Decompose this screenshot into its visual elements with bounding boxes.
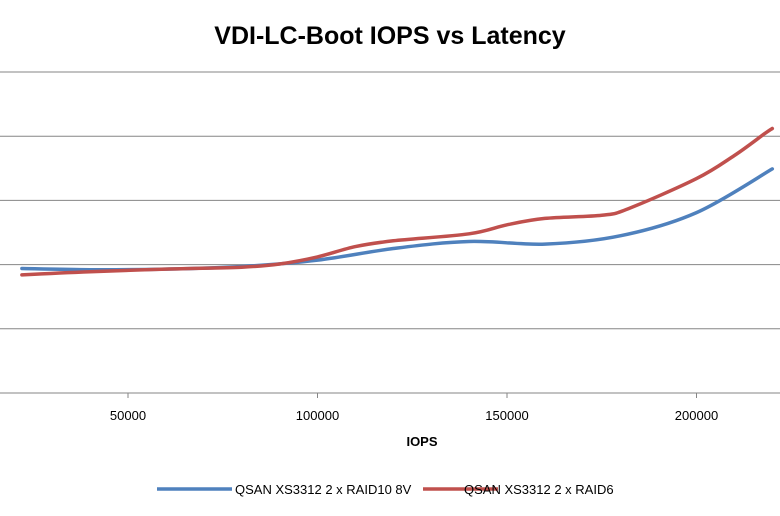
x-axis-ticks: 50000 100000 150000 200000	[110, 393, 718, 423]
legend: QSAN XS3312 2 x RAID10 8V QSAN XS3312 2 x…	[157, 482, 614, 497]
chart-title: VDI-LC-Boot IOPS vs Latency	[214, 22, 566, 50]
x-axis-label: IOPS	[406, 434, 437, 449]
legend-label-1: QSAN XS3312 2 x RAID10 8V	[235, 482, 412, 497]
series-line-1	[20, 167, 775, 272]
legend-label-2: QSAN XS3312 2 x RAID6	[464, 482, 614, 497]
series-lines	[20, 126, 775, 277]
x-tick-label-100000: 100000	[296, 408, 339, 423]
x-tick-label-150000: 150000	[485, 408, 528, 423]
x-tick-label-200000: 200000	[675, 408, 718, 423]
gridlines	[0, 71, 780, 330]
series-line-2	[20, 126, 775, 277]
x-tick-label-50000: 50000	[110, 408, 146, 423]
